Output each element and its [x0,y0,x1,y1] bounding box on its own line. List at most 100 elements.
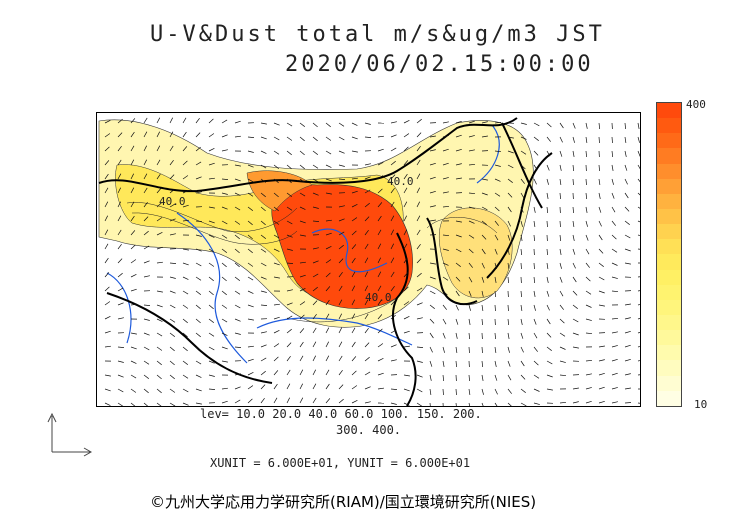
vector-unit-text: XUNIT = 6.000E+01, YUNIT = 6.000E+01 [210,456,471,470]
wind-arrow [273,164,280,169]
wind-arrow [546,360,553,365]
wind-arrow [494,192,501,197]
wind-arrow [572,234,575,241]
wind-arrow [130,374,137,379]
wind-arrow [624,206,630,212]
wind-arrow [624,373,631,376]
wind-arrow [260,122,267,125]
wind-arrow [221,220,228,225]
wind-arrow [390,344,397,348]
wind-arrow [546,374,553,378]
wind-arrow [273,136,280,141]
wind-arrow [403,388,410,392]
wind-arrow [520,164,526,170]
wind-arrow [598,345,605,348]
wind-arrow [416,215,421,222]
wind-arrow [325,313,330,320]
wind-arrow [273,262,280,266]
wind-arrow [260,248,267,253]
wind-arrow [533,150,539,156]
wind-arrow [416,402,423,406]
wind-arrow [442,388,444,396]
wind-arrow [585,318,592,321]
wind-arrow [312,150,319,155]
wind-arrow [455,134,462,138]
wind-arrow [611,345,618,348]
wind-arrow [312,247,319,250]
wind-arrow [390,402,397,405]
wind-arrow [637,192,640,196]
wind-arrow [585,400,592,404]
wind-arrow [481,360,484,368]
wind-arrow [273,356,279,362]
wind-arrow [403,146,409,152]
wind-arrow [455,163,462,166]
wind-arrow [117,145,122,152]
wind-arrow [520,178,525,184]
wind-arrow [351,177,358,180]
wind-arrow [351,299,356,306]
color-scale-step [657,208,681,225]
wind-arrow [624,387,631,390]
wind-arrow [481,304,484,311]
wind-arrow [260,331,267,334]
wind-arrow [351,385,358,390]
color-scale-step [657,133,681,149]
wind-arrow [130,118,136,124]
wind-arrow [559,374,567,377]
wind-arrow [156,202,162,208]
river [176,212,248,364]
wind-arrow [312,273,319,278]
wind-arrow [390,243,395,250]
wind-arrow [208,220,215,224]
wind-arrow [494,121,502,124]
wind-arrow [520,332,524,339]
wind-arrow [390,329,397,334]
wind-arrow [507,374,512,381]
wind-arrow [624,192,629,199]
wind-arrow [572,164,575,172]
wind-arrow [117,201,122,208]
wind-arrow [611,192,615,199]
wind-arrow [481,262,485,269]
wind-arrow [442,374,445,382]
coastline [98,117,518,193]
wind-arrow [299,192,306,197]
wind-arrow [247,318,254,321]
wind-arrow [156,131,161,138]
wind-arrow [156,159,161,166]
wind-arrow [546,206,549,214]
wind-arrow [182,290,189,295]
wind-arrow [377,257,382,264]
color-scale-max-label: 400 [686,98,706,111]
wind-arrow [169,290,176,294]
wind-arrow [598,122,601,130]
wind-arrow [234,399,241,404]
wind-arrow [559,220,561,228]
wind-arrow [169,304,176,309]
wind-arrow [377,135,384,138]
wind-arrow [351,341,356,348]
wind-arrow [208,248,215,253]
coastline [426,217,478,306]
wind-arrow [234,346,242,348]
color-scale-step [657,345,681,361]
color-scale-step [657,360,681,376]
wind-arrow [611,358,618,362]
wind-arrow [533,276,536,284]
wind-arrow [117,118,123,124]
wind-arrow [598,136,600,144]
wind-arrow [455,318,459,325]
wind-arrow [585,220,588,227]
wind-vector-field [104,117,640,406]
wind-arrow [130,244,136,250]
wind-arrow [351,327,356,334]
wind-arrow [429,402,431,406]
color-scale-step [657,390,681,406]
wind-arrow [338,313,343,320]
wind-arrow [364,342,370,348]
wind-arrow [546,164,550,171]
wind-arrow [143,230,149,236]
wind-arrow [455,220,462,223]
wind-arrow [169,188,175,194]
